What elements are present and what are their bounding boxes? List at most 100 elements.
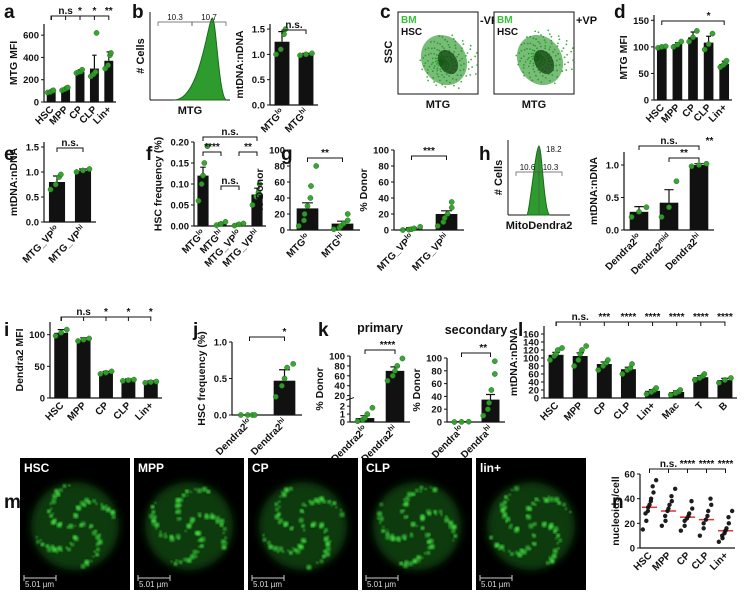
- significance-bracket: [668, 157, 700, 162]
- x-tick-label: MTGlo: [284, 232, 313, 261]
- nucleoid: [503, 500, 508, 505]
- nucleoid: [508, 493, 511, 496]
- nucleoid: [151, 510, 156, 515]
- data-point: [686, 38, 692, 45]
- nucleoid: [538, 499, 541, 502]
- category-name: Dendra2: [214, 421, 250, 457]
- nucleoid: [325, 541, 331, 547]
- event-dot: [465, 74, 468, 77]
- y-tick-label: 0: [40, 394, 45, 405]
- event-dot: [457, 87, 460, 90]
- data-point: [628, 214, 635, 220]
- nucleoid: [224, 536, 227, 540]
- significance-bracket: [202, 136, 258, 141]
- y-axis-title: % Donor: [254, 168, 266, 211]
- data-point: [399, 227, 406, 233]
- significance-label: ****: [718, 459, 734, 470]
- category-name: T: [694, 400, 706, 412]
- nucleoid: [40, 542, 45, 547]
- nucleoid: [181, 493, 186, 498]
- data-point: [308, 183, 314, 189]
- event-dot: [419, 59, 422, 62]
- y-tick-label: 0.5: [26, 193, 40, 204]
- y-axis-title: % Donor: [358, 168, 370, 211]
- nucleoid: [206, 489, 211, 494]
- nucleoid: [95, 534, 101, 540]
- nucleoid: [158, 533, 163, 538]
- event-dot: [427, 79, 430, 82]
- category-superscript: hi: [387, 424, 396, 433]
- population-label: HSC: [497, 27, 518, 38]
- y-tick-label: 160: [523, 330, 539, 341]
- event-dot: [570, 68, 573, 71]
- significance-label: *: [283, 327, 287, 338]
- nucleoid: [529, 547, 532, 551]
- nucleoid: [73, 512, 76, 516]
- significance-label: *: [707, 11, 711, 22]
- nucleoid: [557, 547, 560, 550]
- nucleoid: [556, 533, 561, 538]
- panel-letter: a: [4, 2, 15, 23]
- x-tick-label: MTG_VPlo: [375, 232, 417, 274]
- y-axis-title: mtDNA:nDNA: [234, 30, 246, 99]
- nucleoid: [183, 557, 188, 562]
- y-tick-label: 0.10: [171, 180, 190, 191]
- y-tick-label: 40: [624, 494, 635, 505]
- nucleoid: [49, 502, 52, 505]
- data-point: [369, 404, 376, 411]
- event-dot: [474, 55, 477, 58]
- gate: [157, 21, 193, 26]
- cell: [259, 482, 347, 570]
- y-tick-label: 40: [378, 194, 389, 205]
- nucleoid: [433, 510, 438, 514]
- nucleoid: [417, 560, 421, 563]
- y-tick-label: 200: [23, 75, 39, 86]
- category-superscript: hi: [298, 107, 307, 116]
- nucleoid: [50, 519, 57, 525]
- nucleoid: [402, 503, 405, 507]
- panel-letter: l: [518, 320, 523, 341]
- data-point: [547, 357, 553, 363]
- data-point: [480, 412, 487, 419]
- y-axis-title: MTG MFI: [618, 35, 630, 79]
- data-point: [716, 539, 722, 545]
- data-point: [674, 41, 681, 48]
- event-dot: [515, 54, 518, 57]
- data-point: [307, 195, 314, 201]
- nucleoid: [225, 541, 228, 545]
- nucleoid: [318, 496, 325, 502]
- data-point: [142, 379, 149, 386]
- y-axis-title: HSC frequency (%): [196, 331, 208, 426]
- event-dot: [563, 56, 566, 59]
- data-point: [678, 528, 684, 533]
- nucleoid: [210, 512, 214, 516]
- y-tick-label: 60: [334, 371, 345, 382]
- y-tick-label: 0.00: [171, 222, 190, 233]
- data-point: [272, 393, 279, 400]
- data-point: [79, 66, 85, 73]
- data-point: [629, 361, 635, 367]
- scale-label: 5.01 µm: [139, 580, 168, 589]
- data-point: [701, 371, 708, 377]
- category-superscript: hi: [213, 228, 222, 237]
- nucleoid: [528, 523, 534, 529]
- nucleoid: [562, 502, 567, 507]
- panel-letter: f: [146, 144, 153, 165]
- data-point: [672, 486, 678, 491]
- data-point: [295, 223, 302, 229]
- nucleoid: [421, 514, 424, 517]
- nucleoid: [376, 516, 380, 520]
- data-point: [58, 171, 64, 178]
- event-dot: [460, 80, 463, 83]
- data-point: [667, 391, 674, 398]
- nucleoid: [407, 561, 414, 567]
- nucleoid: [309, 500, 315, 506]
- panel-letter: c: [380, 2, 391, 23]
- data-point: [340, 220, 347, 227]
- bar: [689, 165, 709, 230]
- data-point: [75, 338, 81, 344]
- nucleoid: [197, 545, 201, 548]
- event-dot: [566, 53, 569, 56]
- significance-label: ****: [680, 459, 696, 470]
- nucleoid: [534, 503, 537, 506]
